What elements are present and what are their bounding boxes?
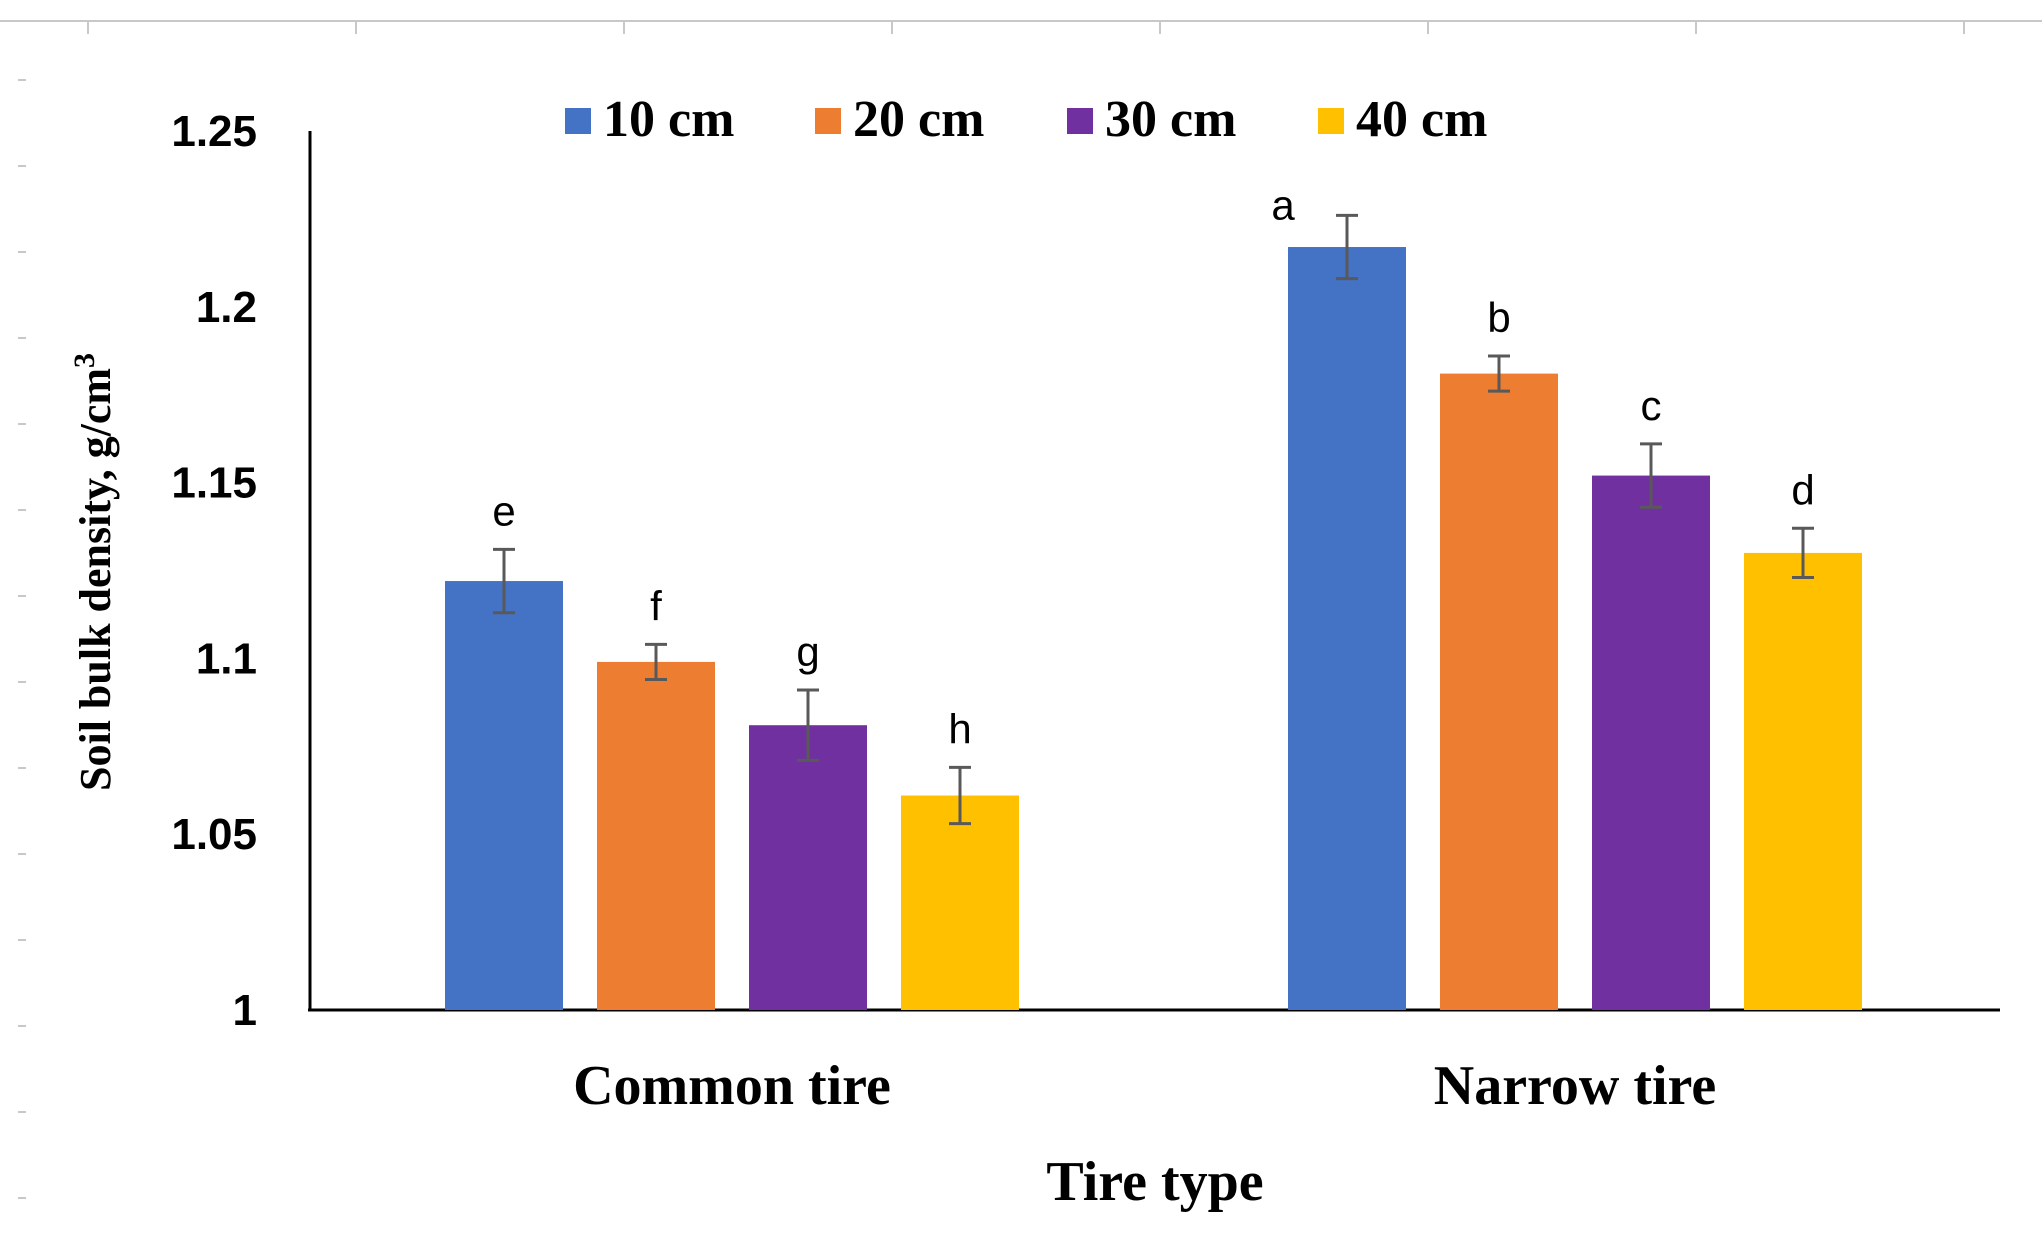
significance-letters: e a f b g c h d	[492, 181, 1814, 752]
legend-label: 40 cm	[1356, 91, 1487, 148]
y-tick-label: 1	[233, 986, 257, 1035]
x-category-labels: Common tire Narrow tire	[573, 1055, 1716, 1117]
y-axis-title: Soil bulk density, g/cm3	[68, 353, 120, 791]
bar-40cm-common-tire	[901, 795, 1019, 1010]
y-axis-title-main: Soil bulk density, g/cm	[71, 368, 120, 791]
bar-30cm-narrow-tire	[1592, 475, 1710, 1010]
significance-letter: b	[1487, 294, 1510, 341]
y-tick-label: 1.25	[171, 107, 257, 156]
bar-10cm-common-tire	[445, 581, 563, 1010]
y-tick-label: 1.1	[196, 634, 257, 683]
legend-label: 20 cm	[853, 91, 984, 148]
bar-10cm-narrow-tire	[1288, 247, 1406, 1010]
legend-label: 30 cm	[1105, 91, 1236, 148]
y-axis-title-superscript: 3	[68, 353, 101, 368]
legend-swatch	[1318, 108, 1344, 134]
bar-20cm-common-tire	[597, 661, 715, 1010]
y-axis-title-group: Soil bulk density, g/cm3	[68, 353, 120, 791]
bar-20cm-narrow-tire	[1440, 373, 1558, 1010]
x-category-label: Narrow tire	[1434, 1055, 1717, 1117]
significance-letter: e	[492, 487, 515, 534]
legend-swatch	[815, 108, 841, 134]
significance-letter: c	[1641, 382, 1662, 429]
legend-label: 10 cm	[603, 91, 734, 148]
significance-letter: h	[948, 705, 971, 752]
bar-40cm-narrow-tire	[1744, 552, 1862, 1010]
bars	[445, 247, 1862, 1010]
bar-30cm-common-tire	[749, 725, 867, 1010]
legend: 10 cm 20 cm 30 cm 40 cm	[565, 91, 1487, 148]
legend-swatch	[565, 108, 591, 134]
significance-letter: d	[1791, 466, 1814, 513]
y-tick-label: 1.05	[171, 810, 257, 859]
significance-letter: a	[1271, 181, 1295, 228]
legend-swatch	[1067, 108, 1093, 134]
x-category-label: Common tire	[573, 1055, 891, 1117]
frame-ticks	[18, 21, 1965, 1199]
significance-letter: f	[650, 582, 662, 629]
y-tick-label: 1.2	[196, 283, 257, 332]
y-tick-labels: 1 1.05 1.1 1.15 1.2 1.25	[171, 107, 257, 1035]
error-bars	[493, 213, 1814, 826]
y-tick-label: 1.15	[171, 459, 257, 508]
significance-letter: g	[796, 628, 819, 675]
x-axis-title: Tire type	[1046, 1151, 1263, 1213]
